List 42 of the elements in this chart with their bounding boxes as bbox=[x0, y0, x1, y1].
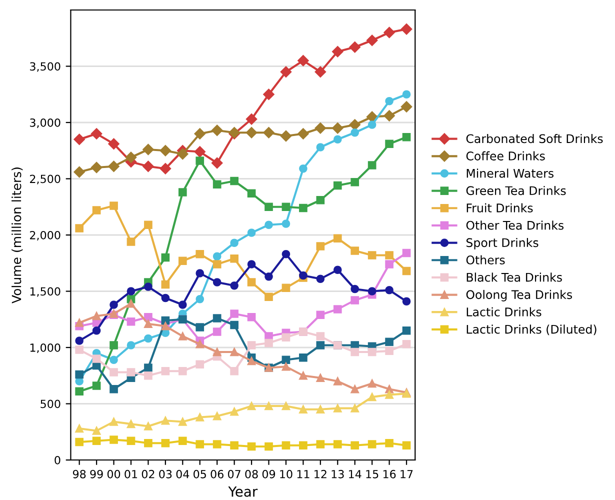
x-tick-label: 06 bbox=[210, 470, 224, 478]
legend-label: Others bbox=[466, 255, 505, 264]
x-tick-label: 15 bbox=[366, 470, 378, 478]
y-tick-label: 1,500 bbox=[30, 287, 60, 297]
x-tick-label: 10 bbox=[280, 470, 292, 478]
x-tick-label: 03 bbox=[159, 470, 172, 478]
legend-label: Mineral Waters bbox=[466, 168, 554, 178]
legend-label: Fruit Drinks bbox=[466, 203, 533, 212]
legend-label: Black Tea Drinks bbox=[466, 272, 562, 282]
legend-label: Other Tea Drinks bbox=[466, 220, 564, 230]
y-tick-label: 2,500 bbox=[30, 174, 60, 184]
legend-label: Lactic Drinks (Diluted) bbox=[466, 324, 596, 336]
x-tick-label: 99 bbox=[90, 470, 103, 478]
y-tick-label: 500 bbox=[40, 400, 60, 408]
x-tick-label: 12 bbox=[314, 470, 326, 478]
x-tick-label: 09 bbox=[262, 470, 276, 478]
x-tick-label: 07 bbox=[228, 470, 240, 478]
legend-label: Oolong Tea Drinks bbox=[466, 290, 572, 302]
x-tick-label: 01 bbox=[124, 470, 138, 478]
x-tick-label: 16 bbox=[383, 470, 396, 478]
x-tick-label: 17 bbox=[400, 470, 413, 478]
y-tick-label: 0 bbox=[54, 456, 60, 464]
x-axis-title: Year bbox=[228, 486, 258, 497]
y-tick-label: 2,000 bbox=[30, 230, 60, 241]
y-axis-title: Volume (million liters) bbox=[12, 168, 23, 304]
legend-label: Carbonated Soft Drinks bbox=[466, 134, 603, 144]
legend-label: Green Tea Drinks bbox=[466, 186, 566, 196]
x-tick-label: 14 bbox=[349, 470, 362, 478]
x-tick-label: 02 bbox=[142, 470, 154, 478]
legend-label: Sport Drinks bbox=[466, 238, 538, 250]
x-tick-label: 05 bbox=[194, 470, 206, 478]
x-tick-label: 13 bbox=[332, 470, 344, 478]
x-tick-label: 11 bbox=[297, 470, 310, 478]
y-tick-label: 3,500 bbox=[30, 62, 60, 72]
y-tick-label: 1,000 bbox=[30, 343, 60, 354]
legend-label: Coffee Drinks bbox=[466, 151, 545, 160]
x-tick-label: 00 bbox=[107, 470, 120, 478]
legend-label: Lactic Drinks bbox=[466, 307, 542, 316]
x-tick-label: 04 bbox=[176, 470, 190, 478]
y-tick-label: 3,000 bbox=[30, 118, 60, 128]
x-tick-label: 98 bbox=[72, 470, 86, 478]
x-tick-label: 08 bbox=[245, 470, 258, 478]
